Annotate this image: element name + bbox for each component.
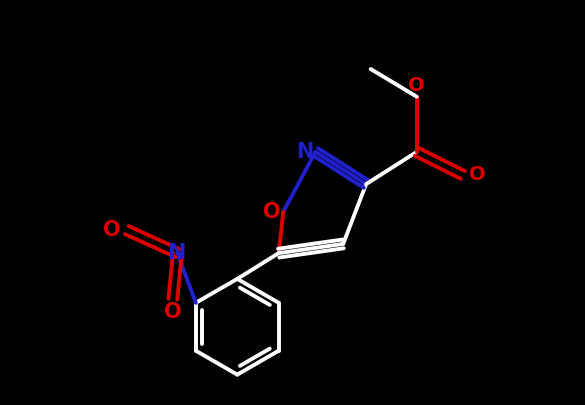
Text: O: O (104, 220, 121, 240)
Text: O: O (469, 165, 486, 184)
Text: O: O (408, 76, 425, 95)
Text: N: N (168, 243, 187, 263)
Text: N: N (296, 142, 313, 162)
Text: O: O (164, 302, 182, 322)
Text: O: O (263, 202, 280, 222)
